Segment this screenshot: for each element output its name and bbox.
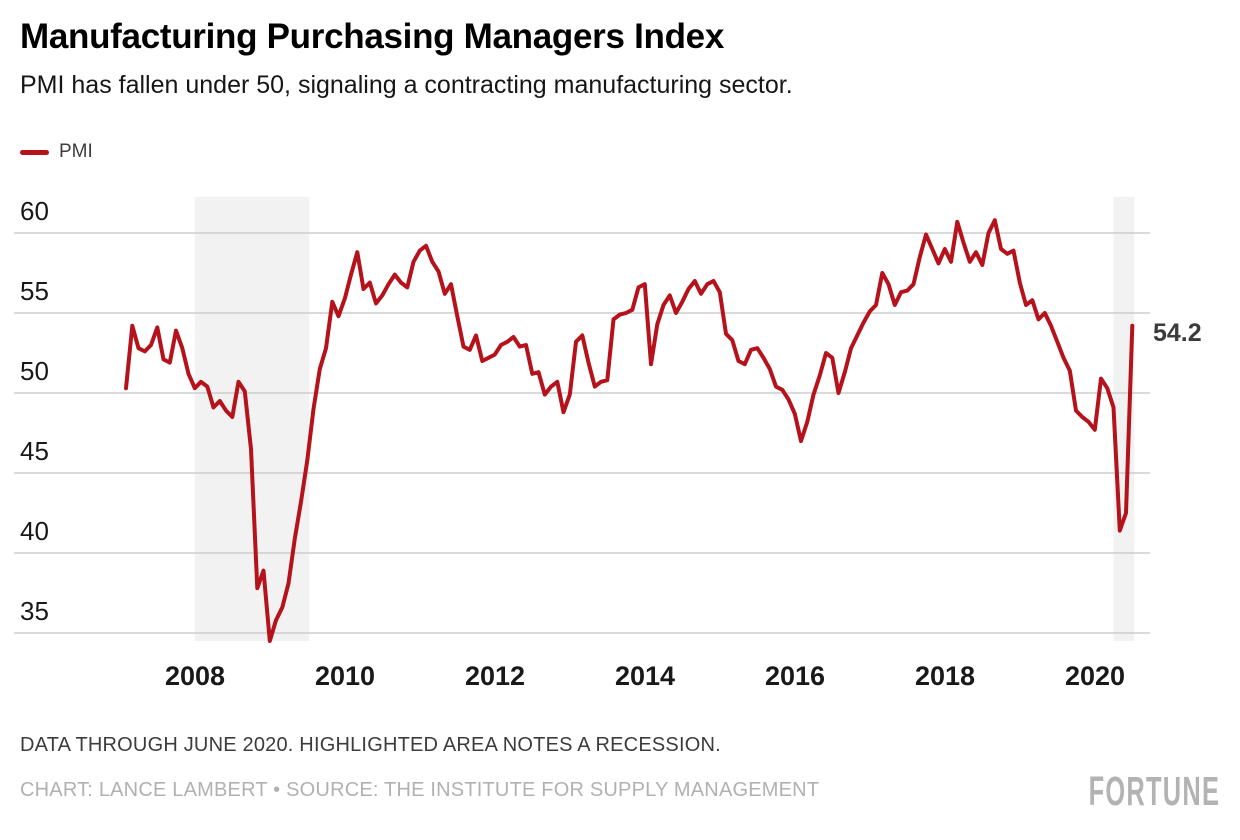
recession-band [1113,197,1135,641]
footnote: DATA THROUGH JUNE 2020. HIGHLIGHTED AREA… [20,734,721,756]
legend-swatch [20,149,49,155]
y-tick-label: 50 [20,356,49,386]
x-tick-label: 2018 [915,661,975,691]
page-title: Manufacturing Purchasing Managers Index [20,17,724,56]
legend: PMI [20,141,93,163]
y-tick-label: 45 [20,436,49,466]
x-tick-label: 2016 [765,661,825,691]
page-subtitle: PMI has fallen under 50, signaling a con… [20,71,793,99]
x-tick-label: 2010 [315,661,375,691]
pmi-line [124,218,1135,643]
y-tick-label: 55 [20,276,49,306]
x-tick-label: 2020 [1065,661,1125,691]
credit-line: CHART: LANCE LAMBERT • SOURCE: THE INSTI… [20,779,820,801]
x-tick-label: 2012 [465,661,525,691]
end-value-label: 54.2 [1153,319,1202,347]
y-tick-label: 40 [20,516,49,546]
y-tick-label: 60 [20,196,49,226]
x-tick-label: 2014 [615,661,675,691]
x-tick-label: 2008 [165,661,225,691]
legend-label: PMI [59,141,93,162]
recession-band [194,197,310,641]
y-tick-label: 35 [20,596,49,626]
fortune-logo: FORTUNE [1088,768,1220,814]
